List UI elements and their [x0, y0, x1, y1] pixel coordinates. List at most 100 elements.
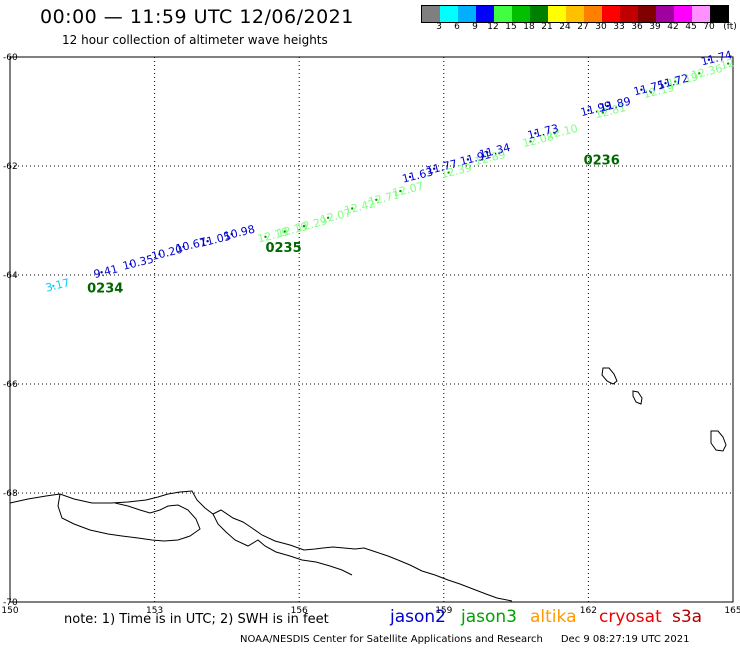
color-scale: [421, 5, 729, 23]
island: [710, 430, 727, 452]
track-point: [408, 175, 412, 179]
track-point: [485, 151, 489, 154]
color-scale-swatch: [692, 6, 710, 22]
color-scale-swatch: [620, 6, 638, 22]
y-tick-label: -62: [3, 162, 18, 172]
y-tick-label: -68: [3, 489, 18, 499]
color-scale-swatch: [494, 6, 512, 22]
color-scale-swatch: [638, 6, 656, 22]
color-scale-label: 36: [631, 22, 643, 32]
swh-label: 12: [719, 56, 736, 72]
track-point: [52, 284, 55, 288]
time-label: 0234: [87, 282, 123, 297]
color-scale-swatch: [422, 6, 440, 22]
x-tick-label: 150: [1, 606, 18, 616]
color-scale-label: 6: [454, 22, 460, 32]
color-scale-swatch: [476, 6, 494, 22]
track-point: [673, 80, 677, 83]
track-point: [375, 198, 378, 201]
color-scale-label: 9: [472, 22, 478, 32]
y-tick-label: -70: [3, 598, 18, 608]
map-title: 00:00 — 11:59 UTC 12/06/2021: [40, 6, 354, 28]
color-scale-swatch: [512, 6, 530, 22]
island: [632, 390, 643, 405]
satellite-legend-s3a: s3a: [672, 607, 703, 627]
swh-label: 10.35: [121, 253, 155, 273]
track-point: [606, 104, 609, 108]
color-scale-label: 24: [559, 22, 571, 32]
track-point: [283, 230, 286, 233]
y-tick-label: -60: [3, 53, 18, 63]
track-point: [182, 245, 185, 248]
x-tick-label: 156: [291, 606, 308, 616]
color-scale-label: 18: [523, 22, 535, 32]
color-scale-swatch: [548, 6, 566, 22]
track-point: [601, 111, 605, 114]
time-label: 0236: [584, 154, 620, 169]
coastline-inlet: [57, 493, 201, 542]
x-tick-label: 153: [146, 606, 163, 616]
color-scale-label: 3: [436, 22, 442, 32]
track-point: [698, 72, 701, 75]
coastline-peninsula: [212, 513, 353, 576]
satellite-legend-jason3: jason3: [461, 607, 517, 627]
map-footer: NOAA/NESDIS Center for Satellite Applica…: [240, 634, 689, 645]
map-frame: [9, 56, 734, 603]
track-point: [158, 253, 161, 256]
altimeter-track: 12.1912.1912.2912.0712.4212.7112.0712.39…: [44, 48, 736, 296]
color-scale-swatch: [710, 6, 728, 22]
map-note: note: 1) Time is in UTC; 2) SWH is in fe…: [64, 612, 329, 627]
swh-label: 3.17: [44, 276, 71, 295]
color-scale-label: 15: [505, 22, 517, 32]
track-point: [726, 62, 730, 65]
color-scale-swatch: [530, 6, 548, 22]
color-scale-label: 33: [613, 22, 625, 32]
swh-label: 9.41: [92, 262, 119, 281]
track-point: [351, 207, 354, 210]
color-scale-swatch: [656, 6, 674, 22]
track-point: [587, 109, 590, 112]
color-scale-label: 39: [649, 22, 661, 32]
track-point: [264, 235, 267, 239]
track-point: [529, 140, 532, 143]
y-tick-label: -64: [3, 271, 18, 281]
track-point: [326, 216, 330, 219]
y-tick-label: -66: [3, 380, 18, 390]
track-point: [640, 88, 643, 91]
track-point: [100, 271, 103, 274]
track-point: [399, 189, 402, 193]
color-scale-swatch: [602, 6, 620, 22]
satellite-legend-jason2: jason2: [390, 607, 446, 627]
color-scale-label: 42: [667, 22, 679, 32]
color-scale-label: 27: [577, 22, 589, 32]
track-point: [230, 232, 233, 236]
time-label: 0235: [265, 241, 301, 256]
track-point: [664, 81, 667, 85]
color-scale-swatch: [440, 6, 458, 22]
color-scale-label: 21: [541, 22, 553, 32]
color-scale-label: 45: [685, 22, 697, 32]
color-scale-swatch: [458, 6, 476, 22]
color-scale-swatch: [584, 6, 602, 22]
color-scale-swatch: [566, 6, 584, 22]
map-grid: [10, 57, 733, 602]
track-point: [481, 158, 484, 161]
footer-timestamp: Dec 9 08:27:19 UTC 2021: [560, 634, 690, 645]
axis-tick-labels: 150 153 156 159 162 165 -60 -62 -64 -66 -68 -70: [1, 53, 740, 616]
track-point: [206, 240, 209, 243]
satellite-legend-altika: altika: [530, 607, 577, 627]
track-point: [707, 58, 711, 61]
color-scale-unit: (ft): [723, 22, 737, 32]
color-scale-label: 30: [595, 22, 607, 32]
satellite-legend-cryosat: cryosat: [599, 607, 662, 627]
coastline: [9, 490, 513, 602]
x-tick-label: 165: [724, 606, 740, 616]
color-scale-swatch: [674, 6, 692, 22]
x-tick-label: 162: [580, 606, 597, 616]
swh-label: 10.98: [223, 223, 257, 243]
color-scale-label: 70: [703, 22, 715, 32]
track-point: [649, 91, 653, 94]
map-subtitle: 12 hour collection of altimeter wave hei…: [62, 33, 328, 47]
track-point: [534, 132, 537, 135]
